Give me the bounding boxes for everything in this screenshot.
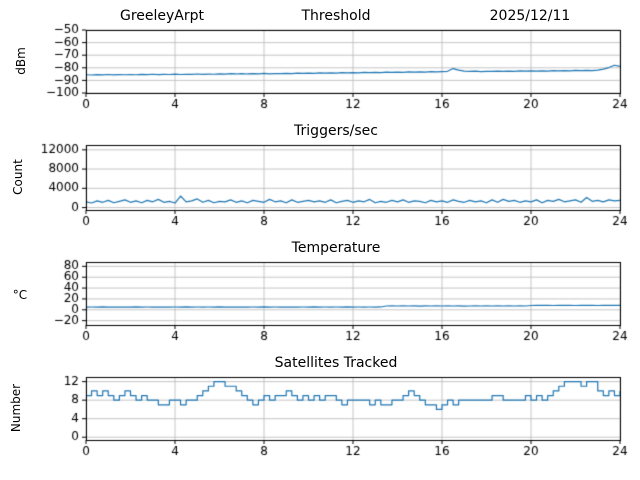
threshold-title-left: GreeleyArpt — [120, 8, 205, 24]
triggers-ylabel: Count — [11, 159, 25, 195]
threshold-title-date: 2025/12/11 — [489, 8, 571, 24]
triggers-title: Triggers/sec — [294, 123, 378, 139]
satellites-ylabel: Number — [9, 383, 23, 433]
temperature-title: Temperature — [291, 240, 381, 256]
threshold-title-center: Threshold — [301, 8, 371, 24]
satellites-title: Satellites Tracked — [274, 355, 398, 371]
temperature-ylabel: °C — [12, 288, 28, 302]
threshold-ylabel: dBm — [14, 47, 28, 75]
